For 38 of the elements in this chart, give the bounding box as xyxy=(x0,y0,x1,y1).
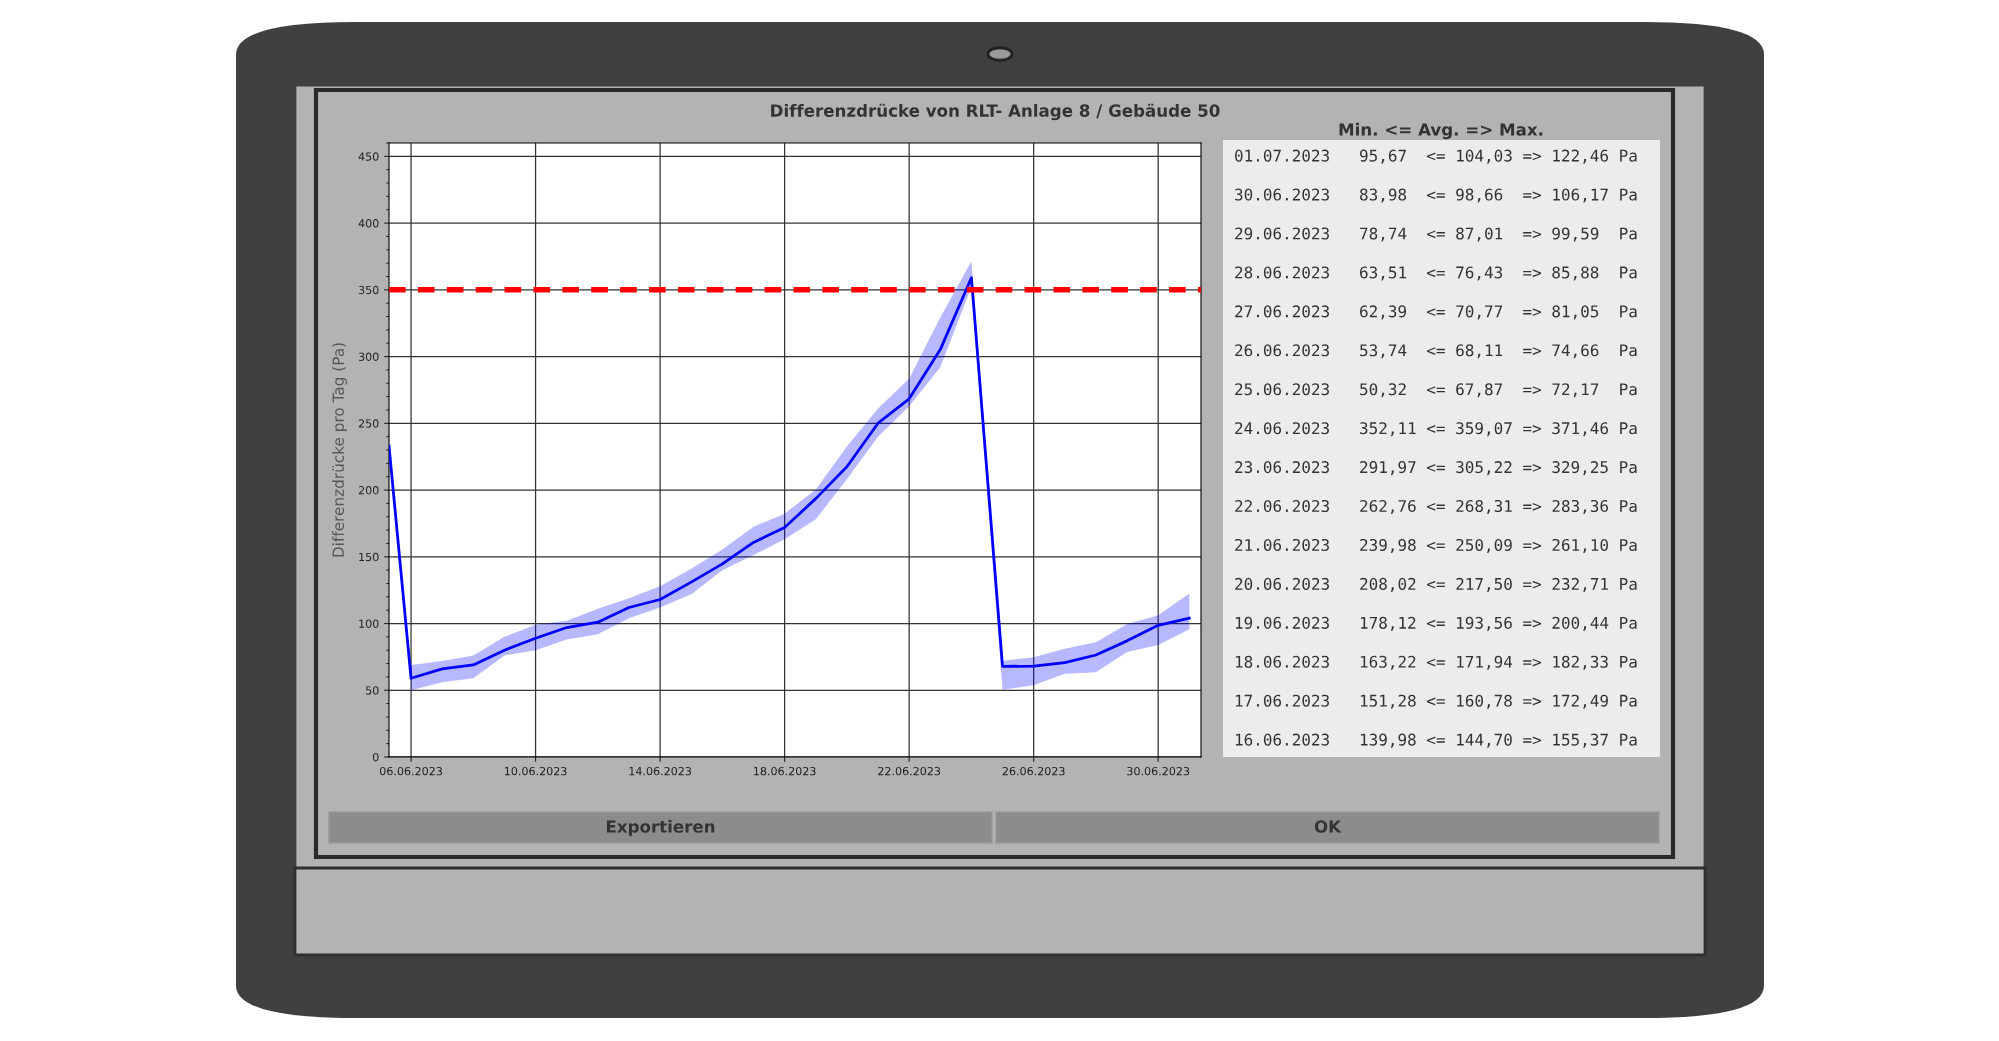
text: 20.06.2023 208,02 <= 217,50 => 232,71 Pa xyxy=(1235,577,1637,592)
y-tick-label: 0 xyxy=(372,752,379,762)
y-tick-label: 300 xyxy=(358,352,379,361)
text: Exportieren xyxy=(606,819,715,837)
text: 30.06.2023 83,98 <= 98,66 => 106,17 Pa xyxy=(1235,188,1637,203)
y-axis-title: Differenzdrücke pro Tag (Pa) xyxy=(332,343,347,557)
x-tick-label: 30.06.2023 xyxy=(1127,766,1190,776)
text: Min. <= Avg. => Max. xyxy=(1339,122,1543,140)
text: 22.06.2023 262,76 <= 268,31 => 283,36 Pa xyxy=(1235,500,1637,515)
text: 23.06.2023 291,97 <= 305,22 => 329,25 Pa xyxy=(1235,461,1637,476)
text: OK xyxy=(1314,820,1342,833)
text: 16.06.2023 139,98 <= 144,70 => 155,37 Pa xyxy=(1235,733,1637,748)
x-tick-label: 10.06.2023 xyxy=(504,766,567,776)
text: 25.06.2023 50,32 <= 67,87 => 72,17 Pa xyxy=(1235,383,1637,398)
y-tick-label: 400 xyxy=(358,219,379,228)
text: 24.06.2023 352,11 <= 359,07 => 371,46 Pa xyxy=(1235,422,1637,437)
y-tick-label: 200 xyxy=(358,486,379,495)
text: 29.06.2023 78,74 <= 87,01 => 99,59 Pa xyxy=(1235,227,1637,242)
text: 17.06.2023 151,28 <= 160,78 => 172,49 Pa xyxy=(1235,694,1637,709)
y-tick-label: 350 xyxy=(358,285,379,295)
text: 19.06.2023 178,12 <= 193,56 => 200,44 Pa xyxy=(1235,616,1637,631)
x-tick-label: 26.06.2023 xyxy=(1002,766,1065,776)
text: 26.06.2023 53,74 <= 68,11 => 74,66 Pa xyxy=(1235,344,1637,359)
x-tick-label: 06.06.2023 xyxy=(379,766,442,776)
chart-title: Differenzdrücke von RLT- Anlage 8 / Gebäude 50 xyxy=(771,103,1220,121)
y-tick-label: 50 xyxy=(366,686,379,695)
x-tick-label: 22.06.2023 xyxy=(878,766,941,776)
text: 18.06.2023 163,22 <= 171,94 => 182,33 Pa xyxy=(1235,655,1637,670)
text: 27.06.2023 62,39 <= 70,77 => 81,05 Pa xyxy=(1235,305,1637,320)
text: 28.06.2023 63,51 <= 76,43 => 85,88 Pa xyxy=(1235,266,1637,281)
x-tick-label: 14.06.2023 xyxy=(629,766,692,776)
y-tick-label: 100 xyxy=(359,619,379,628)
y-tick-label: 450 xyxy=(358,152,379,161)
text: 21.06.2023 239,98 <= 250,09 => 261,10 Pa xyxy=(1235,538,1637,554)
y-tick-label: 250 xyxy=(358,419,379,428)
y-tick-label: 150 xyxy=(359,552,379,562)
x-tick-label: 18.06.2023 xyxy=(754,766,816,776)
text: 01.07.2023 95,67 <= 104,03 => 122,46 Pa xyxy=(1235,149,1637,164)
